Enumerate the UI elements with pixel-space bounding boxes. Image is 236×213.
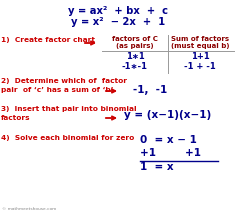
Text: factors of C: factors of C	[112, 36, 158, 42]
Text: © mathmeetshouse.com: © mathmeetshouse.com	[2, 207, 56, 211]
Text: -1∗-1: -1∗-1	[122, 62, 148, 71]
Text: factors: factors	[1, 115, 30, 121]
Text: -1,  -1: -1, -1	[133, 85, 167, 95]
Text: 3)  Insert that pair into binomial: 3) Insert that pair into binomial	[1, 106, 137, 112]
Text: 1  = x: 1 = x	[140, 162, 174, 172]
Text: +1        +1: +1 +1	[140, 148, 201, 158]
Text: pair  of ‘c’ has a sum of ‘b’: pair of ‘c’ has a sum of ‘b’	[1, 87, 114, 93]
Text: (must equal b): (must equal b)	[171, 43, 229, 49]
Text: y = x²  − 2x  +  1: y = x² − 2x + 1	[71, 17, 165, 27]
Text: 1+1: 1+1	[191, 52, 209, 61]
Text: 4)  Solve each binomial for zero: 4) Solve each binomial for zero	[1, 135, 134, 141]
Text: 0  = x − 1: 0 = x − 1	[140, 135, 197, 145]
Text: Sum of factors: Sum of factors	[171, 36, 229, 42]
Text: 2)  Determine which of  factor: 2) Determine which of factor	[1, 78, 127, 84]
Text: 1∗1: 1∗1	[126, 52, 144, 61]
Text: y = (x−1)(x−1): y = (x−1)(x−1)	[124, 110, 211, 120]
Text: 1)  Create factor chart: 1) Create factor chart	[1, 37, 95, 43]
Text: y = ax²  + bx  +  c: y = ax² + bx + c	[68, 6, 168, 16]
Text: -1 + -1: -1 + -1	[184, 62, 216, 71]
Text: (as pairs): (as pairs)	[116, 43, 154, 49]
